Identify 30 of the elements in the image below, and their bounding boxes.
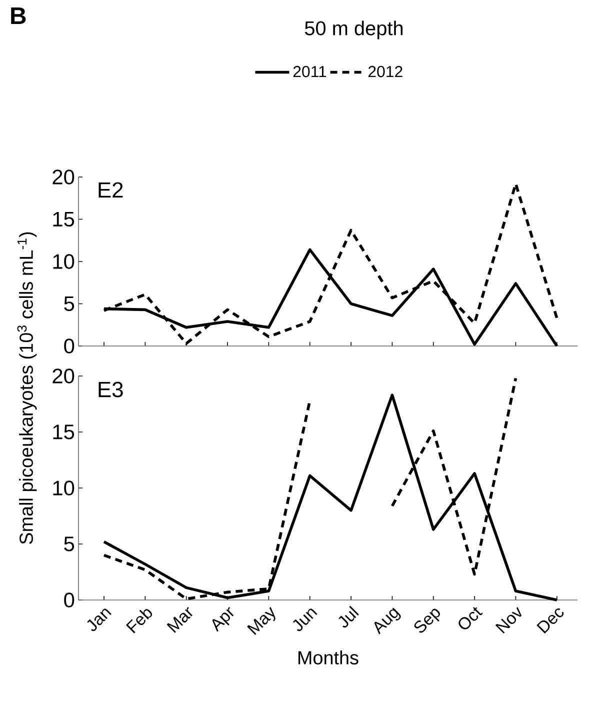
x-tick-label: Feb — [126, 609, 152, 634]
x-tick-label: Jun — [292, 608, 318, 632]
y-tick-label: 10 — [53, 480, 74, 496]
x-tick-label: Jan — [87, 608, 112, 632]
x-tick-label: Apr — [212, 607, 234, 632]
y-tick-label: 15 — [53, 424, 74, 440]
x-axis-title: Months — [298, 650, 358, 664]
y-tick-label: 10 — [53, 254, 74, 269]
x-tick-label: Jul — [338, 606, 359, 628]
legend-label: 2012 — [368, 66, 402, 78]
y-tick-label: 20 — [52, 368, 74, 384]
chart-title: 50 m depth — [304, 20, 403, 40]
y-tick-label: 0 — [64, 592, 74, 608]
y-tick-label: 15 — [53, 212, 74, 227]
x-tick-label: Nov — [495, 606, 522, 634]
x-tick-label: Aug — [374, 608, 401, 635]
text: B — [11, 8, 26, 24]
annotation: E2 — [98, 182, 123, 198]
annotation: E3 — [98, 382, 123, 398]
x-tick-label: Mar — [166, 607, 192, 633]
y-tick-label: 0 — [64, 338, 74, 354]
x-tick-label: Oct — [458, 606, 483, 630]
y-axis-title: Small picoeukaryotes (10$^{3}$ cells mL$^{-1}$) — [17, 232, 37, 544]
y-tick-label: 20 — [52, 170, 74, 184]
x-tick-label: Dec — [536, 608, 564, 634]
x-tick-label: May — [247, 606, 276, 635]
y-tick-label: 5 — [64, 536, 74, 552]
x-tick-label: Sep — [414, 608, 440, 633]
y-tick-label: 5 — [64, 296, 74, 312]
legend-label: 2011 — [293, 66, 326, 78]
